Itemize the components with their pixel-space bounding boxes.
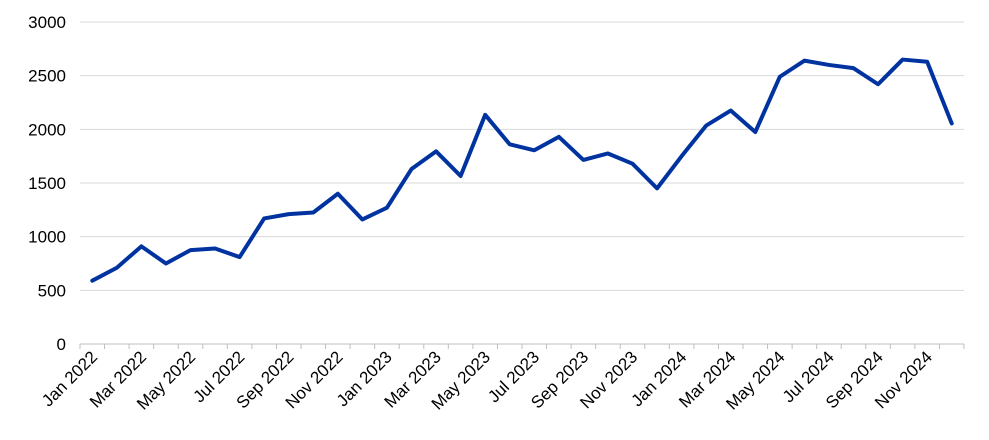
y-tick-label: 1000: [28, 228, 66, 247]
y-axis-labels: 0 500 1000 1500 2000 2500 3000: [28, 13, 66, 354]
y-tick-label: 1500: [28, 174, 66, 193]
y-tick-label: 0: [57, 335, 66, 354]
series-group: [90, 57, 954, 283]
x-axis-ticks: [79, 344, 965, 349]
y-tick-label: 2500: [28, 67, 66, 86]
y-tick-label: 500: [38, 281, 66, 300]
y-tick-label: 3000: [28, 13, 66, 32]
gridlines: [80, 21, 964, 291]
y-tick-label: 2000: [28, 120, 66, 139]
series-line-0: [90, 57, 954, 283]
